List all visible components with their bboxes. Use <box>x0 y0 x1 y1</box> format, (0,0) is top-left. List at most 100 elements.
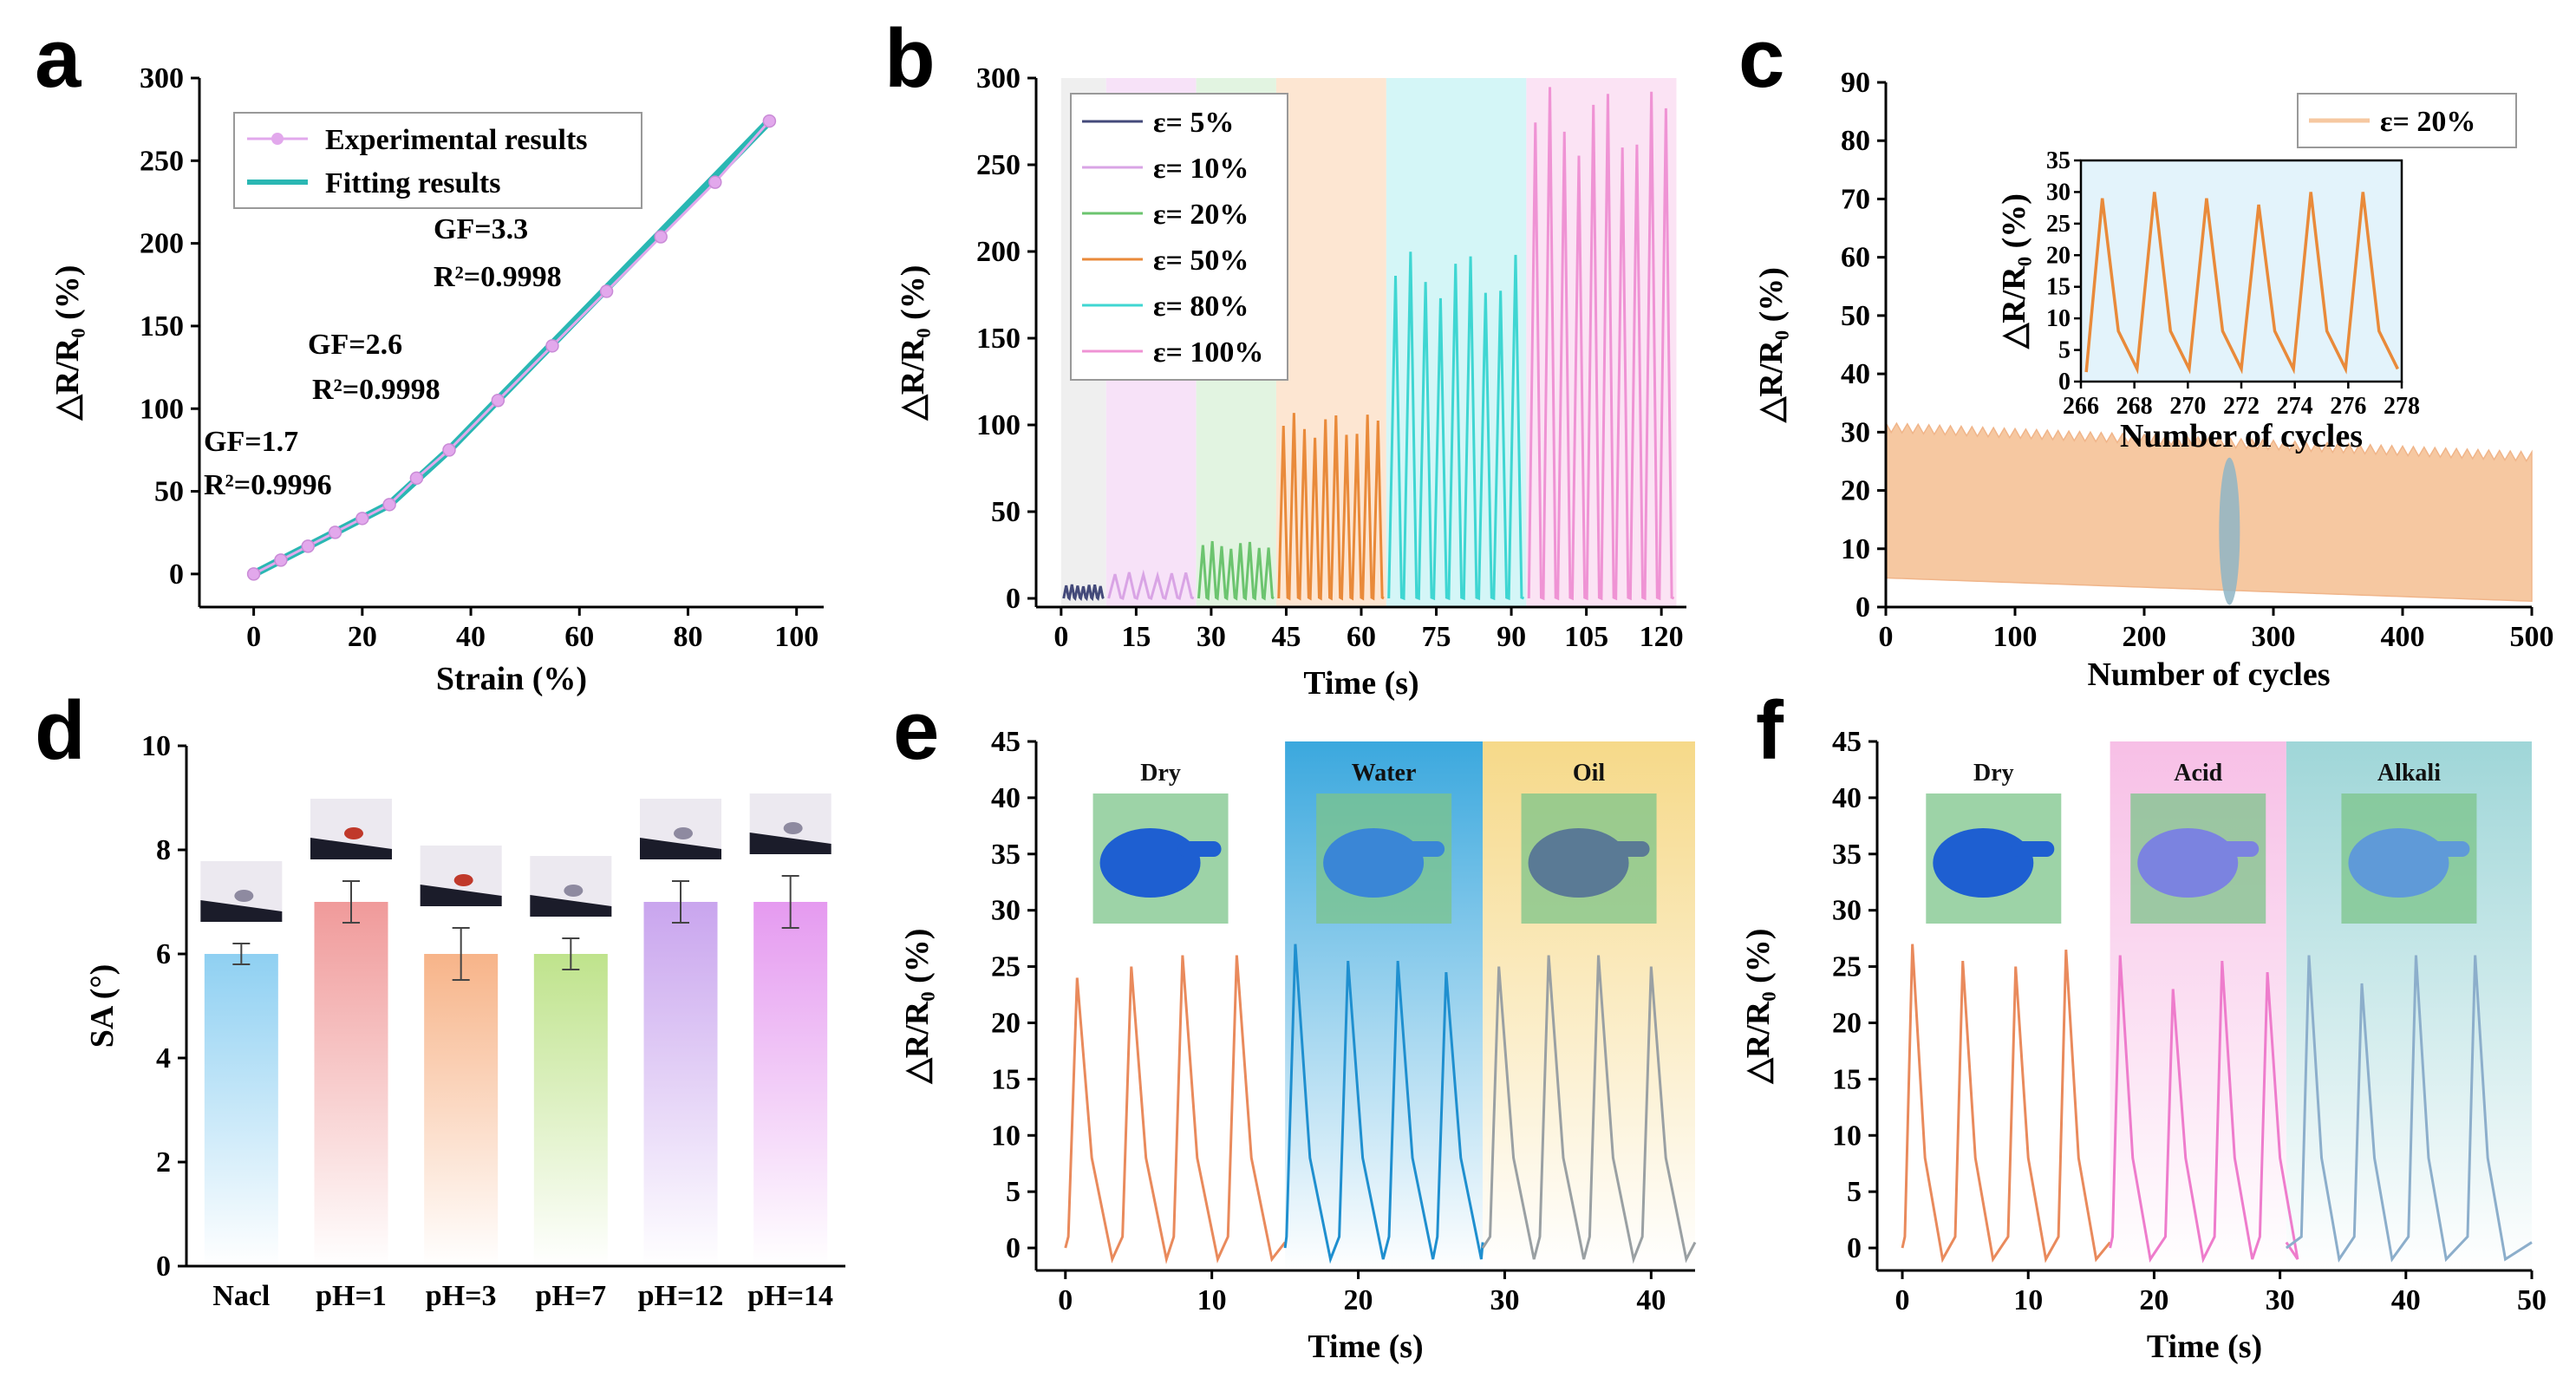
panel-letter-b: b <box>884 12 936 105</box>
tilted-surface <box>530 895 612 917</box>
x-tick-label: 500 <box>2510 621 2554 653</box>
y-tick-label: 40 <box>991 782 1021 814</box>
y-tick-label: 45 <box>991 726 1021 758</box>
x-tick-label: 40 <box>456 621 486 653</box>
y-tick-label: 15 <box>991 1063 1021 1095</box>
tilted-surface <box>310 838 392 859</box>
glove-hand <box>2137 828 2239 898</box>
tilted-surface <box>200 900 283 922</box>
y-tick-label: 15 <box>1832 1063 1862 1095</box>
condition-label: Oil <box>1573 760 1606 787</box>
x-tick-label: 0 <box>1058 1284 1073 1316</box>
x-tick-label: 100 <box>1993 621 2038 653</box>
glove-finger <box>2215 841 2260 857</box>
inset-y-tick-label: 20 <box>2046 242 2071 269</box>
inset-y-tick-label: 35 <box>2046 147 2071 174</box>
experimental-point <box>301 539 315 553</box>
droplet <box>453 874 473 886</box>
droplet <box>783 822 803 834</box>
zoom-marker <box>2219 457 2240 605</box>
y-tick-label: 10 <box>991 1120 1021 1152</box>
experimental-point <box>355 512 369 526</box>
glove-hand <box>2348 828 2449 898</box>
y-tick-label: 300 <box>976 62 1021 95</box>
chart-panel-f: Dry Acid Alkali 0 5 10 15 20 25 30 35 40 45 0 10 20 30 40… <box>1740 726 2547 1365</box>
experimental-point <box>274 553 288 567</box>
y-tick-label: 100 <box>140 393 184 425</box>
bar <box>753 902 828 1266</box>
experimental-point <box>762 114 777 128</box>
r2-annotation: R²=0.9998 <box>434 261 562 293</box>
x-tick-label: 0 <box>1053 621 1068 653</box>
y-tick-label: 250 <box>140 145 184 177</box>
y-tick-label: 30 <box>991 895 1021 927</box>
y-tick-label: 90 <box>1841 67 1870 99</box>
inset-y-label: △R/R₀ (%) <box>1996 193 2032 349</box>
inset-y-tick-label: 30 <box>2046 179 2071 206</box>
y-tick-label: 4 <box>156 1042 171 1074</box>
x-tick-label: 0 <box>1895 1284 1910 1316</box>
inset-x-tick-label: 274 <box>2277 393 2313 420</box>
y-tick-label: 60 <box>1841 242 1870 274</box>
bar <box>643 902 718 1266</box>
y-tick-label: 70 <box>1841 183 1870 215</box>
x-tick-label: 400 <box>2381 621 2425 653</box>
x-tick-label: 80 <box>673 621 702 653</box>
y-tick-label: 0 <box>169 558 184 591</box>
y-tick-label: 0 <box>156 1251 171 1283</box>
legend-label: ε= 20% <box>2380 106 2475 138</box>
legend-label-fit: Fitting results <box>325 167 500 199</box>
tilted-surface <box>749 833 831 854</box>
series-line <box>1277 413 1385 601</box>
chart-panel-e: Dry Water Oil 0 5 10 15 20 25 30 35 40 45 0 10 20 30 40 Ti… <box>899 726 1697 1365</box>
glove-hand <box>1528 828 1629 898</box>
y-tick-label: 40 <box>1841 358 1870 390</box>
condition-label: Dry <box>1973 760 2014 787</box>
panel-letter-f: f <box>1756 684 1784 777</box>
x-tick-label: 100 <box>774 621 818 653</box>
droplet <box>564 885 584 897</box>
y-tick-label: 10 <box>1841 533 1870 565</box>
legend-label: ε= 50% <box>1153 245 1249 277</box>
glove-hand <box>1099 828 1201 898</box>
condition-label: Water <box>1352 760 1417 787</box>
y-tick-label: 200 <box>140 228 184 260</box>
inset-x-tick-label: 272 <box>2223 393 2260 420</box>
y-tick-label: 0 <box>1847 1232 1862 1264</box>
y-axis-label: △R/R₀ (%) <box>1740 929 1777 1085</box>
y-tick-label: 50 <box>154 476 184 508</box>
signal-line <box>1481 955 1697 1264</box>
x-tick-label: 90 <box>1497 621 1526 653</box>
y-tick-label: 25 <box>1832 951 1862 983</box>
droplet <box>674 827 693 839</box>
y-tick-label: 250 <box>976 149 1021 181</box>
x-tick-label: 300 <box>2252 621 2296 653</box>
x-tick-label: 30 <box>1197 621 1226 653</box>
y-tick-label: 0 <box>1006 1232 1021 1264</box>
legend-label: ε= 10% <box>1153 153 1249 185</box>
inset-line <box>2084 192 2399 375</box>
x-axis-label: Strain (%) <box>436 661 587 697</box>
signal-line <box>1064 955 1287 1264</box>
inset-y-tick-label: 25 <box>2046 211 2071 238</box>
experimental-point <box>328 526 342 539</box>
r2-annotation: R²=0.9996 <box>204 469 332 501</box>
x-tick-label: 0 <box>246 621 261 653</box>
y-tick-label: 20 <box>1832 1007 1862 1039</box>
condition-label: Alkali <box>2377 760 2441 787</box>
inset-y-tick-label: 5 <box>2058 337 2071 364</box>
y-tick-label: 150 <box>140 310 184 343</box>
y-tick-label: 80 <box>1841 125 1870 157</box>
tilted-surface <box>420 885 502 906</box>
signal-line <box>2285 955 2533 1263</box>
x-tick-label: 0 <box>1879 621 1894 653</box>
droplet <box>234 890 254 902</box>
gf-annotation: GF=2.6 <box>308 329 402 361</box>
panel-letter-a: a <box>35 12 82 105</box>
x-tick-label: 75 <box>1422 621 1451 653</box>
inset-y-tick-label: 15 <box>2046 274 2071 301</box>
panel-letter-d: d <box>35 684 86 777</box>
experimental-point <box>708 175 722 189</box>
y-tick-label: 45 <box>1832 726 1862 758</box>
inset-x-tick-label: 268 <box>2116 393 2153 420</box>
